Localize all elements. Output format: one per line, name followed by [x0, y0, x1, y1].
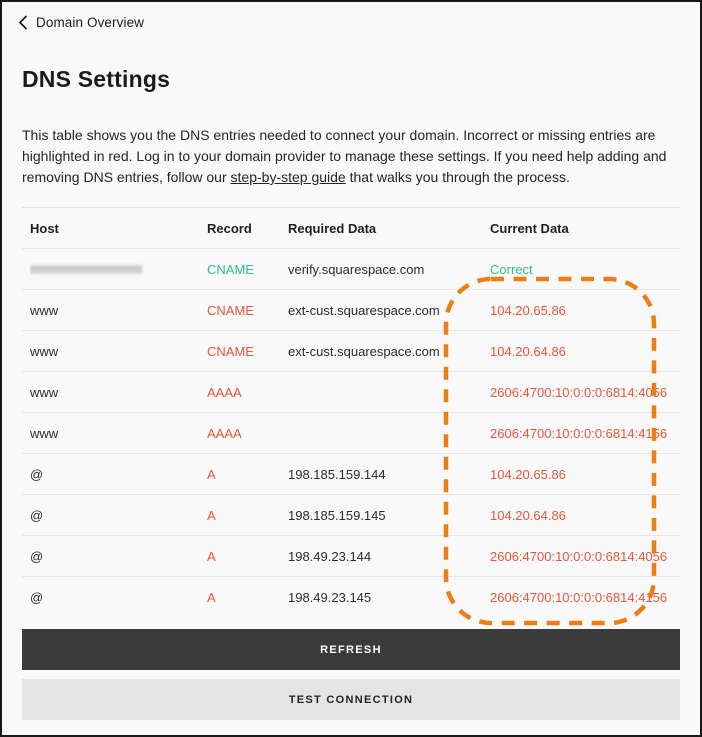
table-row: www AAAA 2606:4700:10:0:0:0:6814:4156 — [22, 413, 680, 454]
step-by-step-guide-link[interactable]: step-by-step guide — [230, 169, 346, 185]
description-text: This table shows you the DNS entries nee… — [22, 125, 680, 188]
record-cell: A — [207, 590, 216, 605]
record-cell: A — [207, 466, 216, 482]
current-data-cell: 104.20.64.86 — [490, 343, 566, 359]
host-cell: @ — [30, 548, 44, 564]
table-row: @ A 198.49.23.145 2606:4700:10:0:0:0:681… — [22, 577, 680, 618]
record-cell: AAAA — [207, 425, 242, 441]
host-cell: www — [30, 384, 59, 400]
current-data-cell: 2606:4700:10:0:0:0:6814:4156 — [490, 425, 668, 441]
table-row: www AAAA 2606:4700:10:0:0:0:6814:4056 — [22, 372, 680, 413]
current-data-cell: 104.20.64.86 — [490, 507, 566, 523]
refresh-button[interactable]: REFRESH — [22, 629, 680, 670]
host-cell — [30, 262, 207, 277]
host-cell: @ — [30, 466, 44, 482]
col-header-current-data: Current Data — [490, 220, 569, 236]
page-title: DNS Settings — [22, 66, 171, 92]
current-data-cell: 2606:4700:10:0:0:0:6814:4156 — [490, 590, 668, 605]
table-header-row: Host Record Required Data Current Data — [22, 208, 680, 249]
chevron-left-icon — [18, 15, 28, 30]
current-data-cell: 104.20.65.86 — [490, 466, 566, 482]
current-data-cell: 2606:4700:10:0:0:0:6814:4056 — [490, 548, 668, 564]
host-cell: @ — [30, 507, 44, 523]
back-link-label: Domain Overview — [36, 15, 145, 30]
required-data-cell: ext-cust.squarespace.com — [288, 343, 440, 359]
table-body: CNAME verify.squarespace.com Correct www… — [22, 249, 680, 618]
description-before-link: This table shows you the DNS entries nee… — [22, 127, 667, 185]
required-data-cell: 198.49.23.144 — [288, 548, 372, 564]
table-row: www CNAME ext-cust.squarespace.com 104.2… — [22, 331, 680, 372]
record-cell: A — [207, 548, 216, 564]
host-cell: www — [30, 302, 59, 318]
back-link[interactable]: Domain Overview — [18, 15, 144, 30]
col-header-host: Host — [30, 220, 59, 236]
required-data-cell: 198.185.159.144 — [288, 466, 386, 482]
dns-table: Host Record Required Data Current Data C… — [22, 207, 680, 618]
description-after-link: that walks you through the process. — [345, 169, 570, 185]
col-header-record: Record — [207, 220, 252, 236]
record-cell: AAAA — [207, 384, 242, 400]
table-row: CNAME verify.squarespace.com Correct — [22, 249, 680, 290]
record-cell: A — [207, 507, 216, 523]
table-row: @ A 198.185.159.144 104.20.65.86 — [22, 454, 680, 495]
required-data-cell: ext-cust.squarespace.com — [288, 302, 440, 318]
table-row: @ A 198.49.23.144 2606:4700:10:0:0:0:681… — [22, 536, 680, 577]
required-data-cell: verify.squarespace.com — [288, 261, 425, 277]
current-data-cell: 104.20.65.86 — [490, 302, 566, 318]
table-row: www CNAME ext-cust.squarespace.com 104.2… — [22, 290, 680, 331]
record-cell: CNAME — [207, 343, 254, 359]
test-connection-button[interactable]: TEST CONNECTION — [22, 679, 680, 720]
required-data-cell: 198.49.23.145 — [288, 590, 372, 605]
redacted-host — [30, 264, 142, 274]
col-header-required-data: Required Data — [288, 220, 377, 236]
table-row: @ A 198.185.159.145 104.20.64.86 — [22, 495, 680, 536]
record-cell: CNAME — [207, 302, 254, 318]
host-cell: www — [30, 425, 59, 441]
host-cell: www — [30, 343, 59, 359]
record-cell: CNAME — [207, 261, 254, 277]
required-data-cell: 198.185.159.145 — [288, 507, 386, 523]
current-data-cell: 2606:4700:10:0:0:0:6814:4056 — [490, 384, 668, 400]
current-data-cell: Correct — [490, 261, 533, 277]
host-cell: @ — [30, 590, 44, 605]
